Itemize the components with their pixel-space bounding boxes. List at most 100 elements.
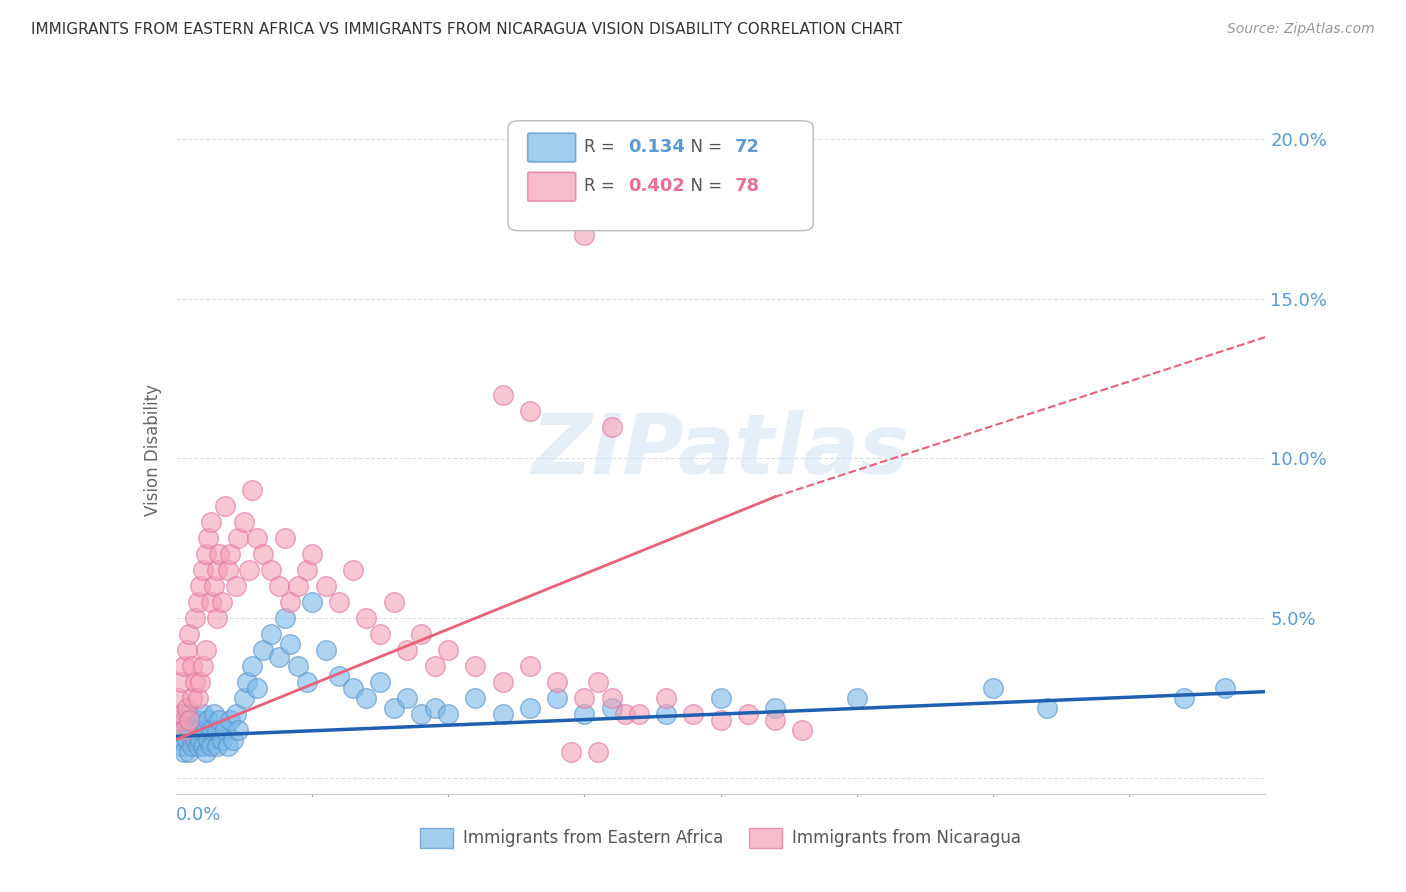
Point: [186, 691, 209, 706]
Point: [200, 595, 222, 609]
Point: [763, 700, 786, 714]
Point: [315, 579, 337, 593]
Point: [382, 700, 405, 714]
Point: [423, 659, 446, 673]
Point: [232, 691, 254, 706]
Point: [188, 579, 211, 593]
Point: [186, 714, 209, 728]
Point: [219, 547, 242, 561]
Point: [492, 706, 515, 721]
Point: [342, 681, 364, 696]
Point: [217, 563, 239, 577]
Point: [191, 659, 214, 673]
Point: [194, 643, 217, 657]
Point: [240, 659, 263, 673]
Point: [228, 531, 250, 545]
Point: [252, 547, 274, 561]
Point: [173, 723, 195, 737]
Point: [260, 627, 283, 641]
Point: [1213, 681, 1236, 696]
Point: [202, 706, 225, 721]
Point: [519, 403, 541, 417]
Point: [269, 649, 291, 664]
Point: [214, 723, 236, 737]
Point: [167, 732, 190, 747]
Point: [205, 723, 228, 737]
Point: [574, 691, 596, 706]
Point: [792, 723, 814, 737]
Point: [240, 483, 263, 498]
Text: ZIPatlas: ZIPatlas: [531, 410, 910, 491]
Point: [464, 691, 486, 706]
Point: [600, 419, 623, 434]
Point: [368, 627, 391, 641]
Point: [184, 732, 207, 747]
Point: [356, 691, 378, 706]
Point: [211, 595, 233, 609]
Point: [170, 739, 193, 753]
Point: [188, 675, 211, 690]
Point: [181, 659, 204, 673]
Point: [574, 227, 596, 242]
Point: [188, 732, 211, 747]
Point: [200, 723, 222, 737]
Point: [981, 681, 1004, 696]
Point: [222, 732, 245, 747]
Point: [184, 611, 207, 625]
Point: [492, 387, 515, 401]
Y-axis label: Vision Disability: Vision Disability: [143, 384, 162, 516]
Text: Source: ZipAtlas.com: Source: ZipAtlas.com: [1227, 22, 1375, 37]
Point: [382, 595, 405, 609]
Point: [194, 745, 217, 759]
Point: [200, 516, 222, 530]
Point: [225, 706, 247, 721]
Point: [252, 643, 274, 657]
Point: [287, 659, 309, 673]
Point: [194, 547, 217, 561]
Point: [396, 643, 419, 657]
Point: [574, 706, 596, 721]
Point: [464, 659, 486, 673]
Point: [181, 739, 204, 753]
Text: R =: R =: [585, 138, 620, 156]
Point: [560, 745, 582, 759]
Point: [186, 595, 209, 609]
Text: R =: R =: [585, 177, 620, 195]
Point: [202, 579, 225, 593]
Point: [287, 579, 309, 593]
Point: [225, 579, 247, 593]
Point: [176, 706, 198, 721]
Point: [179, 627, 201, 641]
Point: [655, 706, 678, 721]
Point: [710, 691, 733, 706]
Point: [181, 714, 204, 728]
Point: [186, 739, 209, 753]
Point: [205, 563, 228, 577]
Point: [208, 714, 231, 728]
Point: [188, 723, 211, 737]
Point: [260, 563, 283, 577]
Point: [519, 659, 541, 673]
Point: [274, 611, 297, 625]
Point: [586, 675, 609, 690]
Point: [179, 745, 201, 759]
Text: 0.0%: 0.0%: [176, 806, 221, 824]
Point: [173, 745, 195, 759]
Point: [170, 706, 193, 721]
Point: [208, 547, 231, 561]
Point: [278, 595, 301, 609]
Point: [173, 714, 195, 728]
Point: [200, 739, 222, 753]
Point: [368, 675, 391, 690]
Point: [167, 714, 190, 728]
Point: [238, 563, 260, 577]
Point: [205, 611, 228, 625]
FancyBboxPatch shape: [508, 120, 813, 231]
Point: [278, 637, 301, 651]
Point: [301, 595, 323, 609]
Point: [546, 675, 568, 690]
Text: 72: 72: [735, 138, 759, 156]
Point: [219, 714, 242, 728]
Point: [1036, 700, 1059, 714]
Point: [1173, 691, 1195, 706]
